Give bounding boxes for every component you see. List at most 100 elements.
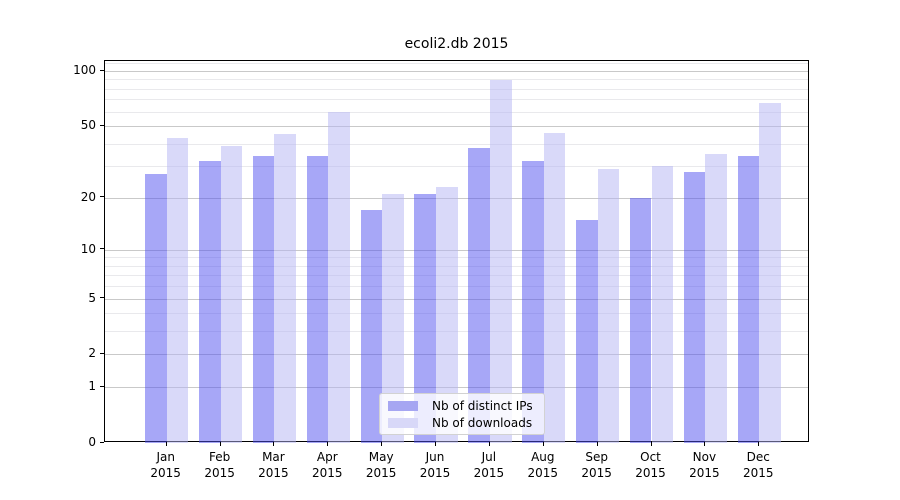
x-tick-label-may: May 2015: [349, 449, 413, 481]
legend-label-distinct-ips: Nb of distinct IPs: [432, 398, 533, 413]
x-tick-mark-oct: [650, 442, 652, 446]
legend: Nb of distinct IPs Nb of downloads: [379, 393, 545, 435]
y-tick-label-0: 0: [88, 435, 96, 449]
bar-distinct-ips-jun: [414, 193, 436, 443]
plot-area: [104, 60, 809, 443]
x-tick-year-feb: 2015: [204, 466, 235, 480]
y-tick-mark-1: [100, 385, 104, 387]
bar-downloads-sep: [597, 168, 620, 443]
x-tick-mark-jul: [488, 442, 490, 446]
x-tick-month-nov: Nov: [692, 450, 717, 464]
x-tick-year-jan: 2015: [150, 466, 181, 480]
bar-distinct-ips-jan: [145, 174, 167, 443]
x-tick-year-oct: 2015: [635, 466, 666, 480]
x-tick-label-mar: Mar 2015: [241, 449, 305, 481]
x-tick-year-apr: 2015: [312, 466, 343, 480]
bar-distinct-ips-jul: [468, 147, 490, 443]
y-tick-label-20: 20: [80, 189, 96, 204]
y-tick-mark-5: [100, 297, 104, 299]
y-tick-label-5: 5: [88, 290, 96, 305]
bar-distinct-ips-oct: [629, 197, 652, 443]
bar-downloads-apr: [328, 111, 350, 443]
legend-swatch-distinct-ips: [388, 400, 418, 411]
bar-downloads-mar: [274, 134, 297, 443]
y-tick-mark-50: [100, 124, 104, 126]
y-tick-mark-2: [100, 352, 104, 354]
x-tick-year-sep: 2015: [581, 466, 612, 480]
x-tick-month-sep: Sep: [585, 450, 608, 464]
x-tick-label-jan: Jan 2015: [134, 449, 198, 481]
gridline-minor-90: [105, 79, 808, 81]
x-tick-mark-dec: [758, 442, 760, 446]
bar-distinct-ips-may: [360, 210, 383, 443]
x-tick-month-jun: Jun: [425, 450, 445, 464]
x-tick-month-dec: Dec: [746, 450, 770, 464]
bar-downloads-jan: [166, 138, 189, 443]
bar-downloads-aug: [543, 132, 566, 443]
y-tick-label-50: 50: [80, 118, 96, 133]
x-tick-label-jul: Jul 2015: [457, 449, 521, 481]
x-tick-mark-jun: [435, 442, 436, 446]
x-tick-mark-apr: [327, 442, 329, 446]
x-tick-year-aug: 2015: [527, 466, 559, 480]
x-tick-mark-nov: [704, 442, 706, 446]
x-tick-mark-may: [381, 442, 383, 446]
chart-title: ecoli2.db 2015: [404, 36, 509, 52]
x-tick-label-apr: Apr 2015: [295, 449, 359, 481]
x-tick-label-jun: Jun 2015: [403, 449, 467, 481]
x-tick-year-jul: 2015: [473, 466, 505, 480]
legend-swatch-downloads: [388, 417, 418, 428]
legend-item-distinct-ips: Nb of distinct IPs: [388, 399, 536, 413]
bar-distinct-ips-aug: [522, 161, 544, 443]
x-tick-mark-sep: [596, 442, 598, 446]
bar-distinct-ips-feb: [198, 161, 221, 443]
y-tick-label-100: 100: [73, 63, 96, 77]
bar-downloads-jul: [489, 80, 512, 443]
y-tick-mark-10: [100, 248, 104, 250]
legend-label-downloads: Nb of downloads: [432, 415, 533, 430]
x-tick-month-jul: Jul: [481, 450, 497, 464]
x-tick-mark-jan: [165, 442, 167, 446]
y-tick-label-10: 10: [80, 241, 96, 256]
bar-distinct-ips-apr: [306, 156, 329, 443]
gridline-major-50: [105, 126, 808, 128]
gridline-minor-30: [105, 166, 808, 168]
x-tick-month-apr: Apr: [316, 450, 338, 464]
legend-item-downloads: Nb of downloads: [388, 416, 536, 430]
x-tick-year-dec: 2015: [743, 466, 774, 480]
y-tick-label-2: 2: [88, 346, 96, 361]
x-tick-month-mar: Mar: [262, 450, 285, 464]
x-tick-label-feb: Feb 2015: [188, 449, 252, 481]
y-tick-mark-0: [100, 441, 104, 443]
bar-downloads-jun: [436, 186, 458, 443]
x-tick-label-dec: Dec 2015: [726, 449, 790, 481]
bar-downloads-dec: [759, 102, 781, 443]
x-tick-mark-aug: [542, 442, 544, 446]
x-tick-label-oct: Oct 2015: [619, 449, 683, 481]
bar-downloads-may: [382, 193, 404, 443]
x-tick-year-nov: 2015: [689, 466, 720, 480]
x-tick-month-may: May: [368, 450, 394, 464]
bar-distinct-ips-sep: [576, 219, 598, 443]
x-tick-month-aug: Aug: [531, 450, 555, 464]
y-tick-label-1: 1: [88, 379, 96, 394]
gridline-minor-60: [105, 111, 808, 113]
x-tick-month-jan: Jan: [156, 450, 175, 464]
y-tick-mark-20: [100, 196, 104, 198]
gridline-minor-40: [105, 143, 808, 145]
bar-downloads-oct: [651, 166, 674, 443]
x-tick-month-feb: Feb: [208, 450, 231, 464]
x-tick-year-mar: 2015: [258, 466, 289, 480]
bar-distinct-ips-nov: [683, 171, 706, 443]
x-tick-label-aug: Aug 2015: [511, 449, 575, 481]
bar-downloads-feb: [220, 145, 243, 443]
x-tick-year-jun: 2015: [419, 466, 451, 480]
gridline-minor-110: [105, 63, 808, 65]
y-tick-mark-100: [100, 69, 104, 71]
bar-distinct-ips-dec: [737, 156, 760, 443]
gridline-minor-80: [105, 88, 808, 90]
x-tick-year-may: 2015: [365, 466, 397, 480]
gridline-minor-70: [105, 99, 808, 101]
gridline-major-100: [105, 71, 808, 72]
